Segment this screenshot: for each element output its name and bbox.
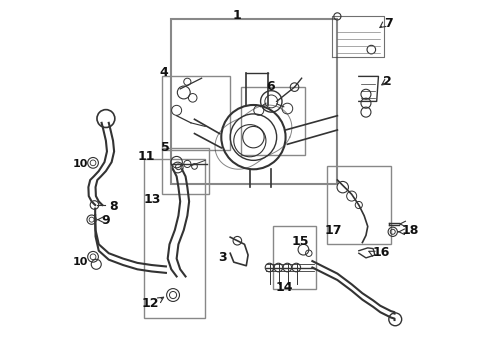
Text: 18: 18: [401, 224, 418, 237]
Text: 3: 3: [218, 251, 226, 264]
Text: 12: 12: [142, 297, 159, 310]
Text: 11: 11: [137, 150, 154, 163]
Bar: [171, 19, 337, 184]
Bar: [272, 226, 315, 289]
Text: 8: 8: [109, 199, 118, 212]
Bar: [144, 158, 205, 318]
Text: 4: 4: [159, 66, 167, 79]
Text: 14: 14: [275, 281, 292, 294]
Text: 15: 15: [291, 235, 308, 248]
Text: 7: 7: [383, 17, 392, 30]
Text: 6: 6: [266, 80, 274, 93]
Text: 9: 9: [101, 214, 109, 227]
Text: 2: 2: [382, 75, 391, 88]
Text: 17: 17: [324, 224, 341, 237]
Text: 13: 13: [143, 193, 161, 206]
Text: 16: 16: [372, 246, 389, 259]
Text: 5: 5: [161, 141, 169, 154]
Text: 1: 1: [232, 9, 241, 22]
Bar: [241, 87, 305, 155]
Bar: [326, 166, 390, 244]
Text: 10: 10: [73, 159, 88, 169]
Text: 10: 10: [73, 257, 88, 267]
Bar: [162, 76, 230, 150]
Bar: [162, 148, 208, 194]
